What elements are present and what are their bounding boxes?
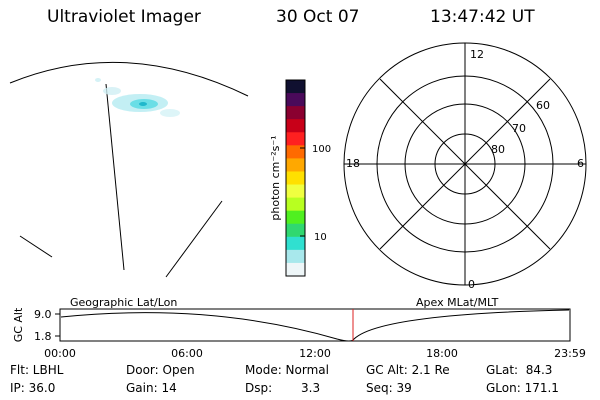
y-tick-label-9: 9.0 xyxy=(34,308,52,321)
colorbar-frame xyxy=(285,79,306,277)
dsp-value: 3.3 xyxy=(301,381,321,395)
filter-readout: Flt: LBHL xyxy=(10,363,64,377)
lat-label-70: 70 xyxy=(512,122,526,135)
gc-alt-readout: GC Alt: 2.1 Re xyxy=(366,363,450,377)
door-readout: Door: Open xyxy=(126,363,195,377)
colorbar-segment xyxy=(286,80,305,94)
colorbar-segment xyxy=(286,236,305,251)
glon-readout: GLon: 171.1 xyxy=(486,381,559,395)
colorbar-segment xyxy=(286,210,305,225)
colorbar-segment xyxy=(286,145,305,159)
apex-title: Apex MLat/MLT xyxy=(416,296,499,309)
horizon-arc xyxy=(9,61,249,97)
colorbar-segment xyxy=(286,171,305,186)
gain-readout: Gain: 14 xyxy=(126,381,177,395)
boundary-line-left xyxy=(19,235,53,258)
date-label: 30 Oct 07 xyxy=(276,7,360,27)
colorbar-unit-label: photon cm⁻²s⁻¹ xyxy=(269,135,282,220)
y-tick-label-1-8: 1.8 xyxy=(34,330,52,343)
glat-text: GLat: 84.3 xyxy=(486,363,553,377)
x-tick-label-1200: 12:00 xyxy=(299,347,331,360)
colorbar-segment xyxy=(286,262,305,277)
x-tick-label-1800: 18:00 xyxy=(426,347,458,360)
colorbar-segment xyxy=(286,197,305,212)
colorbar-segment xyxy=(286,249,305,264)
boundary-line-right xyxy=(165,200,223,278)
meridian-line xyxy=(105,83,125,271)
mlt-label-0: 0 xyxy=(468,278,475,291)
geographic-image-panel xyxy=(9,61,249,278)
colorbar-segment xyxy=(286,106,305,120)
colorbar-segment xyxy=(286,132,305,146)
mode-readout: Mode: Normal xyxy=(245,363,329,377)
colorbar xyxy=(286,80,305,277)
timeline-frame xyxy=(59,308,571,342)
polar-plot xyxy=(343,42,587,286)
instrument-title: Ultraviolet Imager xyxy=(47,7,201,27)
colorbar-segment xyxy=(286,119,305,133)
lat-label-80: 80 xyxy=(491,143,505,156)
dsp-label: Dsp: xyxy=(245,381,273,395)
colorbar-segment xyxy=(286,223,305,238)
seq-readout: Seq: 39 xyxy=(366,381,412,395)
glat-readout: GLat: 84.3 xyxy=(486,363,552,377)
colorbar-segment xyxy=(286,93,305,107)
colorbar-segment xyxy=(286,158,305,173)
mlt-line-diag-b xyxy=(379,78,551,250)
mlt-label-18: 18 xyxy=(346,157,360,170)
altitude-curve xyxy=(60,309,570,342)
mlt-label-6: 6 xyxy=(577,157,584,170)
x-tick-label-0600: 06:00 xyxy=(171,347,203,360)
lat-label-60: 60 xyxy=(536,99,550,112)
ip-readout: IP: 36.0 xyxy=(10,381,56,395)
time-label: 13:47:42 UT xyxy=(430,7,535,27)
colorbar-segment xyxy=(286,184,305,199)
yaxis-label: GC Alt xyxy=(12,307,25,342)
colorbar-tick-label-10: 10 xyxy=(314,232,327,243)
geographic-title: Geographic Lat/Lon xyxy=(70,296,177,309)
aurora-emission xyxy=(95,78,180,117)
colorbar-tick-label-100: 100 xyxy=(312,144,331,155)
timeline-plot: 9.0 1.8 GC Alt Geographic Lat/Lon Apex M… xyxy=(12,296,586,360)
x-tick-label-2359: 23:59 xyxy=(554,347,586,360)
x-tick-label-0000: 00:00 xyxy=(44,347,76,360)
mlt-label-12: 12 xyxy=(470,48,484,61)
